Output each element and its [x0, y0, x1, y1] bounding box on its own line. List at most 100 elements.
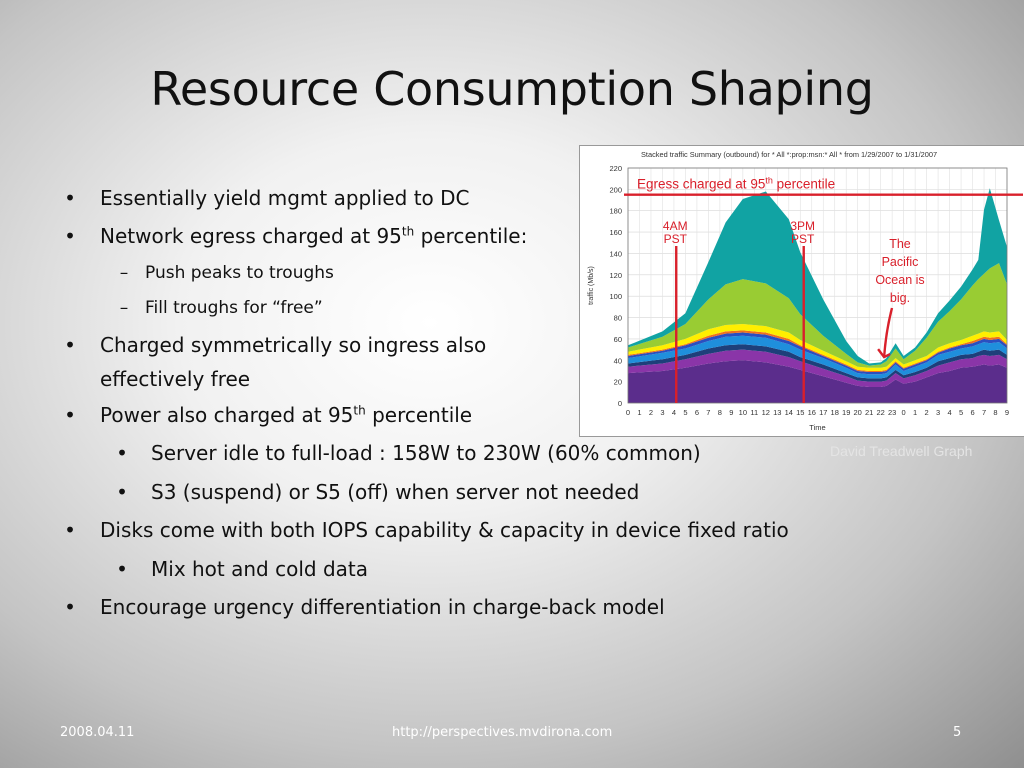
- area-series-8: [628, 188, 1007, 366]
- x-tick-label: 22: [876, 408, 884, 417]
- x-tick-label: 7: [982, 408, 986, 417]
- annotation-label: The: [889, 237, 911, 251]
- x-tick-label: 1: [913, 408, 917, 417]
- y-tick-label: 180: [609, 207, 622, 216]
- slide-title: Resource Consumption Shaping: [150, 62, 874, 116]
- annotation-arrowhead: [877, 348, 891, 359]
- superscript: th: [401, 224, 415, 239]
- bullet-text: Network egress charged at 95th percentil…: [100, 224, 528, 248]
- x-tick-label: 11: [750, 408, 758, 417]
- x-tick-label: 4: [947, 408, 951, 417]
- time-marker-label: PST: [664, 232, 688, 246]
- x-tick-label: 5: [959, 408, 963, 417]
- bullet-mark: •: [116, 480, 128, 504]
- y-tick-label: 60: [614, 335, 622, 344]
- bullet-text: Server idle to full-load : 158W to 230W …: [151, 441, 701, 465]
- x-tick-label: 2: [649, 408, 653, 417]
- x-tick-label: 3: [660, 408, 664, 417]
- x-tick-label: 4: [672, 408, 676, 417]
- traffic-chart-svg: Stacked traffic Summary (outbound) for *…: [588, 150, 1023, 432]
- bullet-mark: •: [64, 333, 76, 357]
- chart-title: Stacked traffic Summary (outbound) for *…: [641, 150, 937, 159]
- x-tick-label: 21: [865, 408, 873, 417]
- bullet-mark: •: [116, 557, 128, 581]
- x-axis-label: Time: [809, 423, 825, 432]
- y-tick-label: 20: [614, 378, 622, 387]
- x-tick-label: 17: [819, 408, 827, 417]
- bullet-mark: •: [64, 224, 76, 248]
- y-tick-label: 80: [614, 314, 622, 323]
- x-tick-label: 8: [993, 408, 997, 417]
- area-series-1: [628, 349, 1007, 387]
- x-tick-label: 13: [773, 408, 781, 417]
- x-tick-label: 7: [706, 408, 710, 417]
- x-tick-label: 10: [739, 408, 747, 417]
- area-series-3: [628, 335, 1007, 379]
- bullet-text: Essentially yield mgmt applied to DC: [100, 186, 470, 210]
- page-number: 5: [953, 725, 962, 740]
- annotation-arrow: [882, 307, 894, 358]
- bullet-text: effectively free: [100, 367, 251, 391]
- superscript: th: [353, 403, 366, 418]
- annotation-label: big.: [890, 291, 910, 305]
- footer-url: http://perspectives.mvdirona.com: [392, 725, 613, 740]
- x-tick-label: 15: [796, 408, 804, 417]
- x-tick-label: 6: [695, 408, 699, 417]
- y-tick-label: 120: [609, 271, 622, 280]
- x-tick-label: 0: [902, 408, 906, 417]
- bullet-mark: •: [64, 403, 76, 427]
- area-series-7: [628, 263, 1007, 368]
- bullet-text: Push peaks to troughs: [145, 263, 334, 283]
- chart-credit: David Treadwell Graph: [830, 443, 973, 459]
- area-series-2: [628, 344, 1007, 382]
- y-tick-label: 160: [609, 228, 622, 237]
- dash-mark: –: [119, 263, 129, 283]
- bullet-text: Disks come with both IOPS capability & c…: [100, 518, 789, 542]
- bullet-mark: •: [64, 186, 76, 210]
- time-marker-label: 3PM: [790, 219, 815, 233]
- bullet-text: Fill troughs for “free”: [145, 298, 323, 318]
- footer-date: 2008.04.11: [60, 725, 135, 740]
- bullet-text: Charged symmetrically so ingress also: [100, 333, 487, 357]
- x-tick-label: 20: [854, 408, 862, 417]
- x-tick-label: 1: [637, 408, 641, 417]
- area-series-0: [628, 360, 1007, 403]
- bullet-list: • Essentially yield mgmt applied to DC •…: [64, 186, 789, 619]
- x-tick-label: 14: [785, 408, 793, 417]
- plot-frame: [627, 167, 1008, 404]
- x-tick-label: 12: [762, 408, 770, 417]
- x-tick-label: 19: [842, 408, 850, 417]
- x-tick-label: 0: [626, 408, 630, 417]
- x-tick-label: 5: [683, 408, 687, 417]
- x-tick-label: 23: [888, 408, 896, 417]
- y-tick-label: 100: [609, 292, 622, 301]
- x-tick-label: 16: [808, 408, 816, 417]
- x-tick-label: 9: [1005, 408, 1009, 417]
- dash-mark: –: [119, 298, 129, 318]
- x-tick-label: 6: [970, 408, 974, 417]
- bullet-mark: •: [64, 595, 76, 619]
- annotation-label: Pacific: [882, 255, 919, 269]
- x-tick-label: 2: [925, 408, 929, 417]
- time-marker-label: 4AM: [663, 219, 688, 233]
- annotation-label: Ocean is: [875, 273, 924, 287]
- y-tick-label: 40: [614, 356, 622, 365]
- x-tick-label: 3: [936, 408, 940, 417]
- bullet-text: Encourage urgency differentiation in cha…: [100, 595, 665, 619]
- x-tick-label: 18: [831, 408, 839, 417]
- traffic-chart: Stacked traffic Summary (outbound) for *…: [579, 145, 1024, 437]
- y-tick-label: 140: [609, 249, 622, 258]
- y-tick-label: 220: [609, 164, 622, 173]
- y-axis-label: traffic (Mb/s): [588, 266, 595, 305]
- bullet-text: Power also charged at 95th percentile: [100, 403, 473, 427]
- threshold-label: Egress charged at 95th percentile: [637, 176, 835, 192]
- bullet-text: S3 (suspend) or S5 (off) when server not…: [151, 480, 640, 504]
- bullet-mark: •: [64, 518, 76, 542]
- y-tick-label: 0: [618, 399, 622, 408]
- y-tick-label: 200: [609, 185, 622, 194]
- bullet-mark: •: [116, 441, 128, 465]
- time-marker-label: PST: [791, 232, 815, 246]
- bullet-text: Mix hot and cold data: [151, 557, 368, 581]
- x-tick-label: 9: [729, 408, 733, 417]
- x-tick-label: 8: [718, 408, 722, 417]
